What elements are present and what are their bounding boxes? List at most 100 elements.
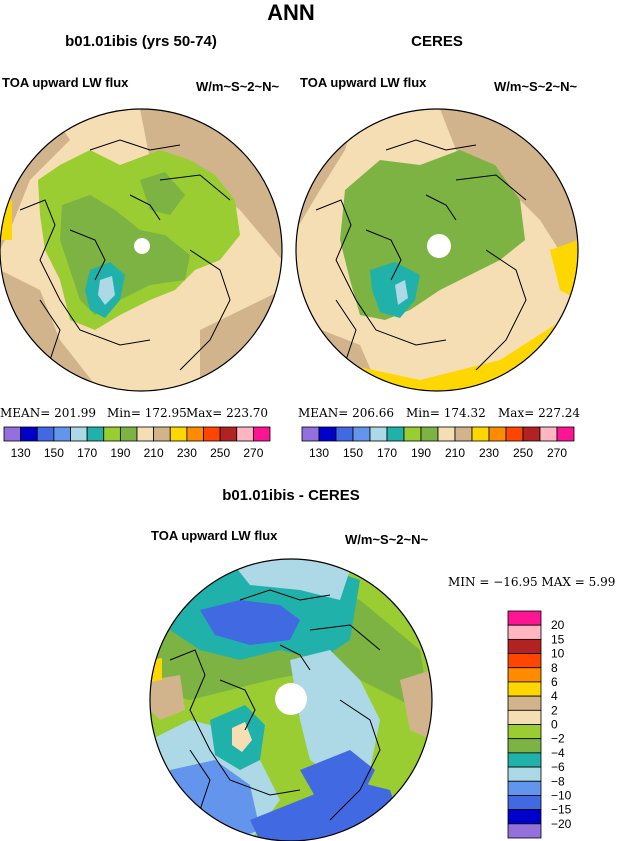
colorbar-swatch <box>369 426 388 442</box>
colorbar-swatch <box>219 426 238 442</box>
polar-hole <box>275 683 307 715</box>
colorbar-tick-label: −2 <box>551 732 565 746</box>
colorbar-tick-label: 150 <box>44 446 64 460</box>
map-region-blue <box>200 600 300 645</box>
obs-mean-value: MEAN= 206.66 <box>298 406 394 420</box>
colorbar-swatch <box>488 426 507 442</box>
colorbar-tick-label: 250 <box>513 446 533 460</box>
colorbar-swatch <box>507 724 542 740</box>
colorbar-tick-label: 15 <box>551 632 565 646</box>
polar-hole <box>427 234 451 258</box>
obs-units-label: W/m~S~2~N~ <box>494 79 578 94</box>
colorbar-swatch <box>507 738 542 754</box>
map-region-gold <box>550 240 578 300</box>
obs-panel: CERES TOA upward LW flux W/m~S~2~N~ MEAN… <box>295 33 580 420</box>
colorbar-tick-label: 270 <box>243 446 263 460</box>
difference-polar-map <box>150 559 432 841</box>
difference-variable-label: TOA upward LW flux <box>151 528 278 543</box>
model-mean-value: MEAN= 201.99 <box>0 406 96 420</box>
colorbar-swatch <box>203 426 221 442</box>
coastline <box>19 139 231 371</box>
colorbar-swatch <box>507 695 542 711</box>
map-region-lightblue <box>230 559 350 600</box>
colorbar-swatch <box>505 426 524 442</box>
colorbar-swatch <box>507 823 542 839</box>
colorbar-swatch <box>507 638 542 654</box>
colorbar-swatch <box>119 426 138 442</box>
colorbar-swatch <box>507 752 542 768</box>
colorbar-swatch <box>507 709 542 725</box>
colorbar-swatch <box>103 426 121 442</box>
colorbar-tick-label: 230 <box>479 446 499 460</box>
colorbar-swatch <box>153 426 171 442</box>
map-region-gold <box>296 310 578 391</box>
model-colorbar: 130 150 170 190 210 230 250 270 <box>3 426 271 460</box>
colorbar-swatch <box>53 426 71 442</box>
polar-hole <box>134 238 150 254</box>
colorbar-tick-label: 6 <box>551 675 558 689</box>
colorbar-swatch <box>539 426 558 442</box>
model-variable-label: TOA upward LW flux <box>2 75 129 90</box>
colorbar-swatch <box>507 667 542 683</box>
difference-min-max: MIN = −16.95 MAX = 5.99 <box>448 575 615 589</box>
colorbar-swatch <box>471 426 490 442</box>
colorbar-tick-label: 2 <box>551 703 558 717</box>
colorbar-tick-label: −8 <box>551 774 565 788</box>
colorbar-swatch <box>352 426 371 442</box>
colorbar-swatch <box>522 426 541 442</box>
colorbar-swatch <box>301 426 320 442</box>
obs-polar-map <box>296 109 578 391</box>
obs-min-value: Min= 174.32 <box>406 406 486 420</box>
obs-panel-title: CERES <box>411 33 463 50</box>
colorbar-swatch <box>335 426 354 442</box>
coastline <box>169 589 381 821</box>
map-region-tan <box>400 670 432 740</box>
colorbar-tick-label: −20 <box>551 817 572 831</box>
colorbar-swatch <box>236 426 254 442</box>
obs-variable-label: TOA upward LW flux <box>300 75 427 90</box>
colorbar-tick-label: 0 <box>551 718 558 732</box>
map-region-wheat <box>232 722 252 752</box>
model-max-value: Max= 223.70 <box>186 406 268 420</box>
colorbar-tick-label: 130 <box>309 446 329 460</box>
colorbar-tick-label: −6 <box>551 760 565 774</box>
obs-colorbar: 130 150 170 190 210 230 250 270 <box>301 426 575 460</box>
colorbar-swatch <box>507 809 542 825</box>
map-border <box>295 108 579 392</box>
colorbar-swatch <box>20 426 38 442</box>
difference-units-label: W/m~S~2~N~ <box>345 532 429 547</box>
colorbar-swatch <box>36 426 55 442</box>
colorbar-tick-label: 8 <box>551 661 558 675</box>
colorbar-swatch <box>252 426 271 442</box>
colorbar-tick-label: −10 <box>551 788 572 802</box>
colorbar-swatch <box>507 766 542 782</box>
colorbar-swatch <box>86 426 105 442</box>
colorbar-swatch <box>556 426 575 442</box>
model-panel: b01.01ibis (yrs 50-74) TOA upward LW flu… <box>0 33 283 420</box>
colorbar-tick-label: 210 <box>445 446 465 460</box>
map-region-lightblue <box>395 280 408 305</box>
colorbar-tick-label: 10 <box>551 647 565 661</box>
map-region-lightblue <box>290 650 380 780</box>
map-border <box>149 558 433 841</box>
colorbar-swatch <box>507 610 542 626</box>
colorbar-tick-label: −4 <box>551 746 565 760</box>
colorbar-tick-label: 210 <box>144 446 164 460</box>
colorbar-swatch <box>136 426 155 442</box>
model-units-label: W/m~S~2~N~ <box>196 79 280 94</box>
colorbar-swatch <box>507 780 542 796</box>
map-border <box>0 108 283 392</box>
colorbar-tick-label: 4 <box>551 689 558 703</box>
colorbar-tick-label: 20 <box>551 618 565 632</box>
obs-max-value: Max= 227.24 <box>498 406 580 420</box>
map-region-tan <box>150 675 185 720</box>
map-region-lightblue <box>98 276 115 305</box>
coastline <box>315 139 527 371</box>
colorbar-tick-label: 250 <box>210 446 230 460</box>
colorbar-tick-label: 130 <box>11 446 31 460</box>
colorbar-swatch <box>437 426 456 442</box>
map-region-blue <box>300 750 375 805</box>
colorbar-swatch <box>386 426 405 442</box>
colorbar-tick-label: 190 <box>411 446 431 460</box>
